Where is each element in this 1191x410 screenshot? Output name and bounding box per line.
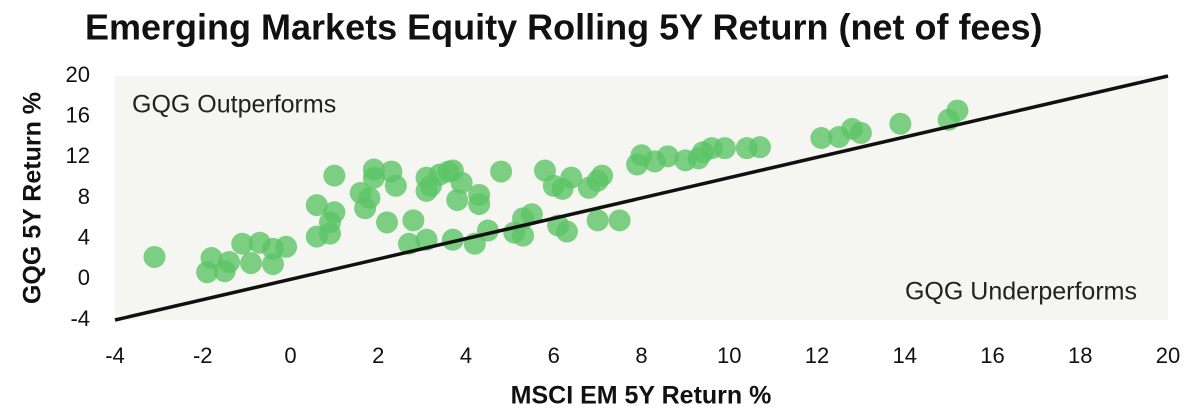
point — [323, 201, 346, 224]
point — [446, 189, 469, 212]
point — [512, 224, 535, 247]
x-tick-label: 14 — [893, 343, 917, 368]
x-tick-label: 2 — [372, 343, 384, 368]
x-tick-label: 18 — [1068, 343, 1092, 368]
point — [323, 164, 346, 187]
x-tick-label: 16 — [980, 343, 1004, 368]
x-axis-label: MSCI EM 5Y Return % — [511, 382, 772, 410]
point — [656, 145, 679, 168]
point — [402, 209, 425, 232]
point — [560, 166, 583, 189]
point — [196, 261, 219, 284]
x-tick-label: 0 — [284, 343, 296, 368]
chart-title: Emerging Markets Equity Rolling 5Y Retur… — [85, 7, 1042, 48]
annotation: GQG Underperforms — [905, 278, 1137, 306]
y-tick-label: 4 — [78, 224, 90, 249]
point — [231, 232, 254, 255]
point — [376, 211, 399, 234]
y-tick-label: 20 — [66, 62, 90, 87]
y-tick-label: -4 — [70, 306, 90, 331]
point — [358, 187, 381, 209]
point — [450, 171, 473, 194]
point — [946, 99, 969, 122]
point — [468, 193, 491, 216]
x-tick-label: 10 — [717, 343, 741, 368]
point — [362, 166, 385, 189]
x-tick-label: 6 — [548, 343, 560, 368]
x-tick-label: -4 — [105, 343, 125, 368]
annotation: GQG Outperforms — [132, 91, 336, 119]
point — [275, 235, 298, 258]
parity-line — [114, 74, 1169, 322]
point — [748, 136, 771, 159]
y-tick-label: 16 — [66, 102, 90, 127]
point — [143, 245, 166, 268]
x-tick-label: -2 — [193, 343, 213, 368]
point — [240, 252, 263, 275]
point — [889, 112, 912, 135]
point — [441, 228, 464, 251]
point — [261, 253, 284, 276]
y-tick-label: 12 — [66, 143, 90, 168]
point — [384, 174, 407, 197]
point — [520, 203, 543, 226]
point — [555, 220, 578, 243]
point — [586, 209, 609, 232]
point — [591, 164, 614, 187]
point — [490, 160, 513, 183]
x-tick-label: 4 — [460, 343, 472, 368]
point — [810, 127, 833, 150]
y-tick-label: 8 — [78, 184, 90, 209]
y-tick-label: 0 — [78, 265, 90, 290]
y-axis-label: GQG 5Y Return % — [19, 92, 47, 304]
point — [849, 121, 872, 144]
point — [218, 251, 241, 274]
point — [713, 137, 736, 160]
point — [305, 194, 328, 217]
x-tick-label: 20 — [1156, 343, 1180, 368]
x-tick-label: 8 — [635, 343, 647, 368]
point — [608, 209, 631, 232]
x-tick-label: 12 — [805, 343, 829, 368]
